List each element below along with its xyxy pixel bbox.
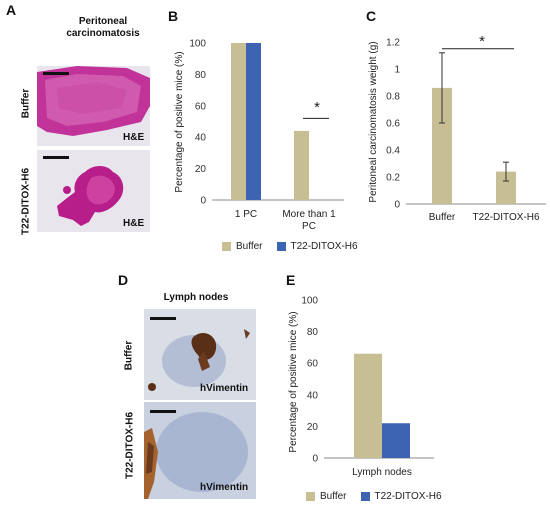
chart-b-y-tick-label: 60 bbox=[195, 101, 207, 112]
chart-e-y-tick-label: 40 bbox=[307, 390, 319, 401]
panel-label-c: C bbox=[366, 8, 377, 24]
panel-d-row-label-t22: T22-DITOX-H6 bbox=[124, 411, 136, 480]
chart-b-y-axis-label: Percentage of positive mice (%) bbox=[174, 51, 185, 192]
chart-e-y-axis-label: Percentage of positive mice (%) bbox=[288, 311, 299, 452]
chart-e-y-tick-label: 80 bbox=[307, 327, 319, 338]
bar-e-buffer bbox=[354, 353, 382, 458]
legend-label-t22: T22-DITOX-H6 bbox=[290, 241, 358, 252]
scale-bar-a-t22 bbox=[43, 156, 69, 159]
legend-item-t22: T22-DITOX-H6 bbox=[360, 491, 442, 502]
bar-c-t22 bbox=[496, 171, 516, 204]
chart-c-y-tick-label: 0 bbox=[394, 200, 400, 211]
stain-label-d-t22: hVimentin bbox=[200, 482, 249, 493]
significance-star-c: * bbox=[479, 33, 485, 50]
chart-b-x-tick-label: PC bbox=[302, 221, 316, 232]
chart-c-x-tick-label: Buffer bbox=[429, 212, 456, 223]
legend-item-t22: T22-DITOX-H6 bbox=[276, 241, 358, 252]
chart-b-x-tick-label: More than 1 bbox=[282, 209, 336, 220]
chart-c-y-axis-label: Peritoneal carcinomatosis weight (g) bbox=[368, 41, 379, 202]
scale-bar-d-t22 bbox=[150, 410, 176, 413]
panel-a-title: Peritoneal carcinomatosis bbox=[66, 16, 140, 39]
chart-b-y-tick-label: 40 bbox=[195, 133, 207, 144]
he-image-buffer: H&E bbox=[37, 66, 150, 146]
legend-item-buffer: Buffer bbox=[306, 491, 347, 502]
panel-label-b: B bbox=[168, 8, 179, 24]
chart-e-y-tick-label: 0 bbox=[312, 454, 318, 465]
chart-c-y-tick-label: 0.4 bbox=[386, 146, 400, 157]
stain-label-a-t22: H&E bbox=[123, 218, 145, 229]
stain-label-d-buffer: hVimentin bbox=[200, 383, 249, 394]
panel-label-e: E bbox=[286, 272, 296, 288]
legend-swatch-buffer bbox=[306, 492, 315, 501]
ihc-tissue-t22 bbox=[144, 412, 248, 499]
chart-e-y-tick-label: 60 bbox=[307, 359, 319, 370]
legend-swatch-t22 bbox=[360, 492, 370, 501]
ihc-image-t22: hVimentin bbox=[144, 402, 256, 499]
chart-c-y-tick-label: 0.2 bbox=[386, 173, 400, 184]
panel-d-title: Lymph nodes bbox=[163, 292, 229, 303]
panel-d-row-label-buffer: Buffer bbox=[123, 340, 135, 371]
ihc-image-buffer: hVimentin bbox=[144, 309, 256, 400]
stain-label-a-buffer: H&E bbox=[123, 132, 145, 143]
chart-b: 0 20 40 60 80 100 Percentage of positive mice … bbox=[174, 39, 344, 232]
bar-b-buffer-0 bbox=[231, 43, 246, 200]
scale-bar-d-buffer bbox=[150, 317, 176, 320]
legend-label-t22: T22-DITOX-H6 bbox=[374, 491, 442, 502]
chart-b-x-tick-label: 1 PC bbox=[235, 209, 257, 220]
legend-e: Buffer T22-DITOX-H6 bbox=[306, 488, 466, 506]
ihc-tissue-buffer bbox=[148, 329, 250, 391]
legend-label-buffer: Buffer bbox=[320, 491, 347, 502]
panel-label-d: D bbox=[118, 272, 129, 288]
legend-item-buffer: Buffer bbox=[222, 241, 263, 252]
bar-c-buffer bbox=[432, 87, 452, 204]
panel-a-row-label-t22: T22-DITOX-H6 bbox=[20, 167, 32, 236]
chart-e-y-tick-label: 100 bbox=[301, 296, 318, 307]
legend-b: Buffer T22-DITOX-H6 bbox=[222, 238, 372, 256]
chart-c-y-tick-label: 0.6 bbox=[386, 119, 400, 130]
chart-b-y-tick-label: 0 bbox=[200, 196, 206, 207]
he-tissue-buffer bbox=[37, 66, 150, 136]
scale-bar-a-buffer bbox=[43, 72, 69, 75]
chart-c-x-tick-label: T22-DITOX-H6 bbox=[472, 212, 539, 223]
chart-e-x-tick-label: Lymph nodes bbox=[352, 467, 412, 478]
panel-label-a: A bbox=[6, 2, 17, 18]
legend-swatch-buffer bbox=[222, 242, 231, 251]
bar-b-buffer-1 bbox=[294, 130, 309, 200]
chart-c-y-tick-label: 1 bbox=[394, 65, 400, 76]
significance-star-b: * bbox=[314, 99, 320, 116]
chart-b-y-tick-label: 20 bbox=[195, 164, 207, 175]
legend-label-buffer: Buffer bbox=[236, 241, 263, 252]
chart-c-y-tick-label: 1.2 bbox=[386, 38, 400, 49]
chart-c: 0 0.2 0.4 0.6 0.8 1 1.2 Peritoneal carcinomatos… bbox=[368, 33, 546, 223]
bar-b-t22-0 bbox=[246, 43, 261, 200]
chart-e-y-tick-label: 20 bbox=[307, 422, 319, 433]
he-image-t22: H&E bbox=[37, 150, 150, 232]
panel-a-row-label-buffer: Buffer bbox=[20, 88, 32, 119]
chart-c-y-tick-label: 0.8 bbox=[386, 92, 400, 103]
chart-b-y-tick-label: 100 bbox=[189, 39, 206, 50]
legend-swatch-t22 bbox=[276, 242, 286, 251]
chart-b-y-tick-label: 80 bbox=[195, 70, 207, 81]
bar-e-t22 bbox=[382, 423, 410, 458]
he-tissue-t22 bbox=[57, 166, 124, 226]
